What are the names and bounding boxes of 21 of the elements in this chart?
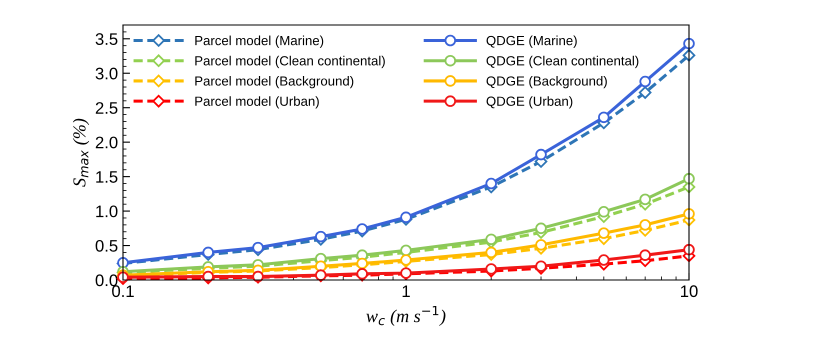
x-tick-label: 10: [681, 285, 698, 298]
y-tick-label: 2.5: [96, 102, 118, 114]
legend-label: QDGE (Background): [486, 76, 607, 88]
y-tick-label: 3.5: [96, 33, 118, 45]
legend-label: Parcel model (Urban): [195, 96, 319, 108]
x-axis-title: w$_{c}$ (m s$^{−1}$): [366, 306, 446, 326]
y-tick-label: 2.0: [96, 136, 118, 148]
legend-label: QDGE (Marine): [486, 36, 577, 48]
legend-label: QDGE (Urban): [486, 96, 572, 108]
x-tick-label: 0.1: [112, 285, 134, 298]
y-tick-label: 0.5: [96, 240, 118, 252]
legend-label: Parcel model (Marine): [195, 36, 324, 48]
legend-label: Parcel model (Background): [195, 76, 354, 88]
y-tick-label: 1.0: [96, 205, 118, 218]
legend-label: Parcel model (Clean continental): [195, 56, 385, 68]
x-tick-label: 1: [402, 285, 410, 297]
y-tick-label: 3.0: [96, 68, 118, 80]
y-tick-label: 1.5: [96, 171, 118, 183]
legend-label: QDGE (Clean continental): [486, 56, 638, 68]
y-axis-title: S$_{max}$ (%): [72, 118, 90, 187]
y-tick-label: 0.0: [96, 274, 118, 286]
